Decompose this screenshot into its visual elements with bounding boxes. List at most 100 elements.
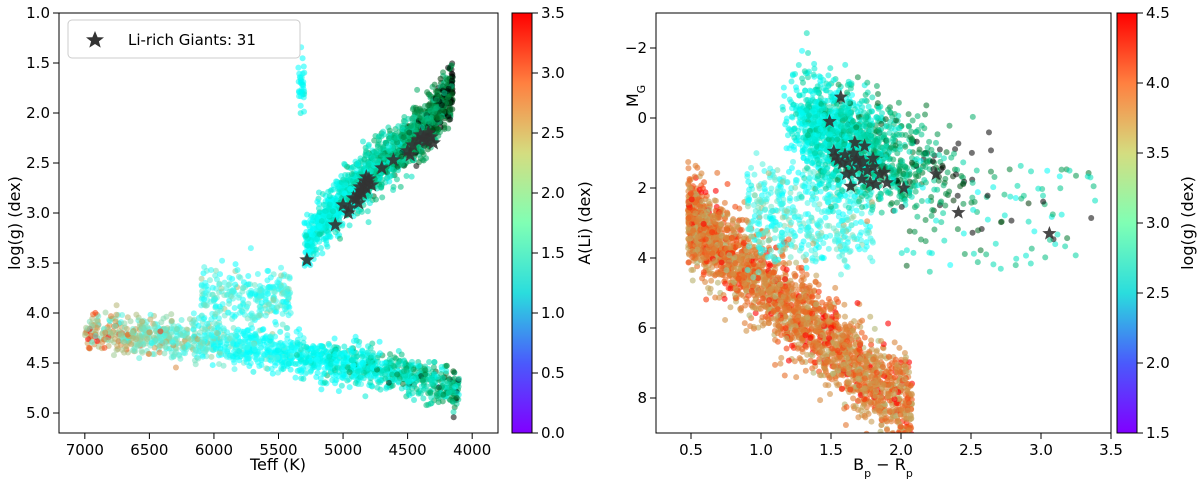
data-point	[402, 118, 409, 125]
data-point	[443, 362, 450, 369]
data-point	[256, 287, 263, 294]
data-point	[309, 231, 316, 238]
li-rich-star	[352, 179, 368, 194]
data-point	[332, 195, 339, 202]
data-point	[332, 351, 339, 358]
data-point	[107, 313, 114, 320]
data-point	[205, 291, 212, 298]
li-rich-star	[327, 217, 343, 232]
data-point	[395, 123, 402, 130]
data-point	[267, 333, 274, 340]
data-point	[362, 393, 369, 400]
left-colorbar-label: A(Li) (dex)	[575, 181, 594, 265]
y-tick-label: 3.0	[26, 204, 50, 222]
data-point	[428, 400, 435, 407]
data-point	[138, 347, 145, 354]
data-point	[361, 156, 368, 163]
data-point	[262, 335, 269, 342]
data-point	[434, 92, 441, 99]
data-point	[400, 134, 407, 141]
data-point	[348, 345, 355, 352]
data-point	[297, 102, 304, 109]
data-point	[349, 177, 356, 184]
data-point	[433, 114, 440, 121]
left-panel: 7000 6500 6000 5500 5000 4500 4000 1.01.52.02.…	[5, 4, 594, 474]
data-point	[240, 339, 247, 346]
data-point	[184, 342, 191, 349]
data-point	[260, 326, 267, 333]
data-point	[199, 353, 206, 360]
data-point	[341, 177, 348, 184]
data-point	[250, 368, 257, 375]
data-point	[374, 384, 381, 391]
data-point	[146, 329, 153, 336]
left-y-axis-ticks: 1.01.52.02.53.03.54.04.55.0	[26, 4, 59, 422]
data-point	[369, 340, 376, 347]
data-point	[280, 290, 287, 297]
data-point	[278, 284, 285, 291]
data-point	[197, 329, 204, 336]
data-point	[322, 208, 329, 215]
data-point	[386, 135, 393, 142]
data-point	[332, 346, 339, 353]
data-point	[147, 311, 154, 318]
data-point	[174, 332, 181, 339]
data-point	[169, 339, 176, 346]
x-tick-label: 6000	[195, 441, 233, 459]
data-point	[727, 304, 734, 311]
data-point	[212, 303, 219, 310]
data-point	[389, 371, 396, 378]
data-point	[301, 69, 308, 76]
data-point	[300, 63, 307, 70]
data-point	[331, 335, 338, 342]
data-point	[350, 357, 357, 364]
data-point	[256, 312, 263, 319]
data-point	[83, 324, 90, 331]
data-point	[114, 342, 121, 349]
data-point	[254, 270, 261, 277]
legend-label: Li-rich Giants: 31	[128, 31, 256, 49]
data-point	[225, 309, 232, 316]
legend-star-marker	[86, 31, 104, 48]
data-point	[424, 102, 431, 109]
data-point	[161, 340, 168, 347]
data-point	[239, 296, 246, 303]
data-point	[305, 222, 312, 229]
data-point	[111, 323, 118, 330]
data-point	[301, 219, 308, 226]
data-point	[144, 335, 151, 342]
data-point	[272, 362, 279, 369]
data-point	[112, 318, 119, 325]
data-point	[212, 267, 219, 274]
data-point	[426, 91, 433, 98]
data-point	[186, 316, 193, 323]
data-point	[208, 325, 215, 332]
data-point	[320, 236, 327, 243]
data-point	[453, 395, 460, 402]
data-point	[408, 173, 415, 180]
data-point	[209, 284, 216, 291]
y-tick-label: 2.0	[26, 104, 50, 122]
data-point	[393, 151, 400, 158]
data-point	[422, 371, 429, 378]
data-point	[272, 318, 279, 325]
data-point	[89, 323, 96, 330]
data-point	[335, 388, 342, 395]
data-point	[347, 186, 354, 193]
data-point	[393, 176, 400, 183]
data-point	[346, 384, 353, 391]
data-point	[180, 344, 187, 351]
data-point	[198, 282, 205, 289]
data-point	[434, 385, 441, 392]
data-point	[309, 243, 316, 250]
data-point	[285, 312, 292, 319]
data-point	[244, 315, 251, 322]
data-point	[446, 389, 453, 396]
data-point	[258, 299, 265, 306]
data-point	[314, 364, 321, 371]
data-point	[318, 359, 325, 366]
data-point	[394, 163, 401, 170]
data-point	[377, 379, 384, 386]
data-point	[711, 197, 718, 204]
